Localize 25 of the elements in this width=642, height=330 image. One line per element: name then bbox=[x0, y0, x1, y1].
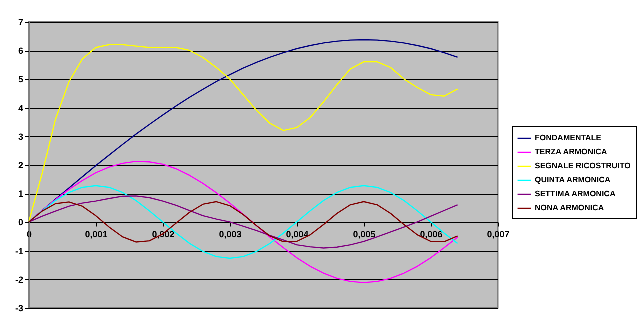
legend-label: SETTIMA ARMONICA bbox=[535, 190, 616, 198]
y-tick-label: 1 bbox=[18, 189, 24, 200]
line-series bbox=[28, 196, 458, 249]
legend-label: QUINTA ARMONICA bbox=[535, 176, 611, 184]
y-tick-label: -3 bbox=[15, 304, 24, 314]
x-tick-label: 0,003 bbox=[219, 230, 242, 240]
legend-label: TERZA ARMONICA bbox=[535, 148, 608, 156]
y-tick-label: -2 bbox=[15, 274, 24, 285]
y-tick-label: 0 bbox=[18, 218, 24, 228]
x-tick-label: 0,004 bbox=[286, 230, 309, 240]
legend-label: FONDAMENTALE bbox=[535, 134, 602, 142]
x-tick-label: 0,005 bbox=[353, 230, 376, 240]
x-tick-label: 0,006 bbox=[420, 230, 443, 240]
legend-label: NONA ARMONICA bbox=[535, 204, 604, 212]
y-tick-label: 2 bbox=[18, 160, 24, 170]
y-tick-label: -1 bbox=[15, 246, 24, 256]
line-series bbox=[28, 201, 458, 243]
y-tick-label: 6 bbox=[18, 46, 24, 56]
y-tick-label: 7 bbox=[18, 18, 24, 28]
legend-label: SEGNALE RICOSTRUITO bbox=[535, 162, 631, 170]
y-tick-label: 3 bbox=[18, 132, 24, 142]
y-tick-label: 4 bbox=[18, 103, 24, 114]
x-tick-label: 0,001 bbox=[85, 230, 108, 240]
y-tick-label: 5 bbox=[18, 74, 24, 85]
x-tick-label: 0,007 bbox=[487, 230, 510, 240]
